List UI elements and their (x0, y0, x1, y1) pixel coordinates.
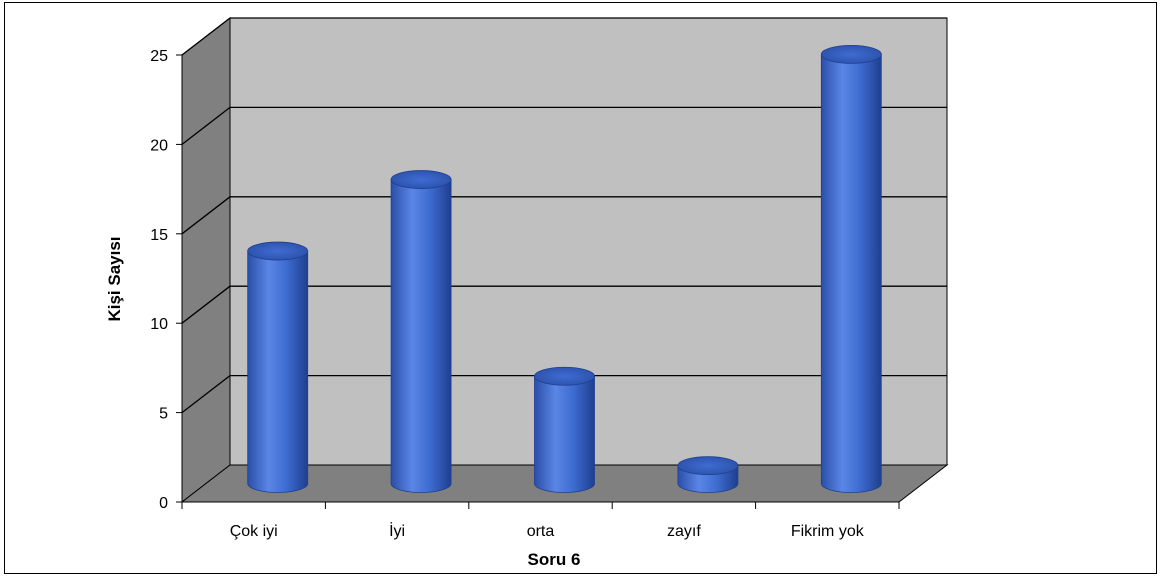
x-tick-label: orta (527, 523, 555, 540)
y-tick-label: 5 (159, 406, 168, 423)
bar-4 (820, 44, 882, 493)
bar-body (534, 375, 595, 493)
bar-body (390, 179, 452, 493)
x-tick-label: zayıf (667, 523, 701, 540)
bar-top (534, 366, 595, 386)
y-tick-label: 20 (150, 137, 168, 154)
bar-0 (247, 241, 309, 493)
bar-top (677, 456, 739, 476)
bar-top (820, 44, 882, 64)
x-tick-label: Çok iyi (230, 523, 278, 540)
y-tick-label: 25 (150, 48, 168, 65)
bar-body (820, 53, 882, 493)
bar-1 (390, 170, 452, 493)
x-tick-label: İyi (389, 521, 405, 540)
bar-top (247, 241, 309, 261)
gridline-diag (181, 375, 231, 414)
gridline-diag (181, 106, 231, 145)
bar-body (247, 250, 309, 493)
y-tick-label: 15 (150, 227, 168, 244)
bar-2 (534, 366, 595, 493)
gridline-diag (181, 17, 231, 56)
bar-3 (677, 456, 739, 493)
gridline-diag (181, 285, 231, 324)
x-tick-label: Fikrim yok (791, 523, 865, 540)
y-tick-label: 10 (150, 316, 168, 333)
side-wall (181, 16, 231, 504)
x-axis-title: Soru 6 (528, 550, 581, 569)
y-tick-label: 0 (159, 495, 168, 512)
y-axis-title: Kişi Sayısı (105, 236, 124, 321)
gridline-diag (181, 196, 231, 235)
bar-top (390, 170, 452, 189)
